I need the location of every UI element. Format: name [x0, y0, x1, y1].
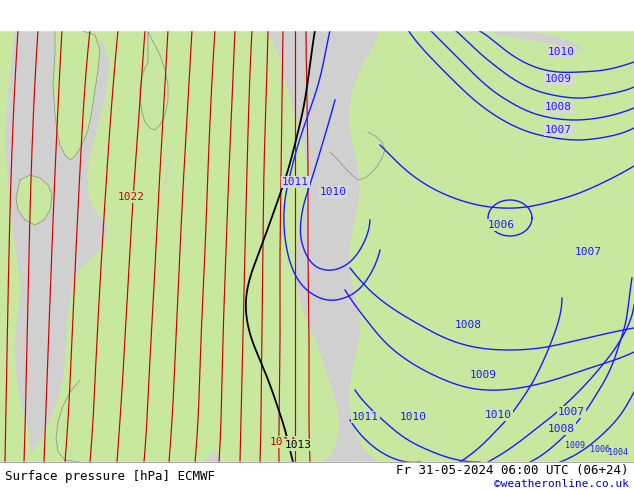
Text: ©weatheronline.co.uk: ©weatheronline.co.uk: [494, 479, 629, 489]
Text: 1009: 1009: [470, 370, 497, 380]
Polygon shape: [472, 30, 510, 80]
Text: 1010: 1010: [320, 187, 347, 197]
Bar: [0, 462, 634, 490]
Text: 1004: 1004: [608, 448, 628, 457]
Bar: [0, 30, 634, 462]
Text: 1011: 1011: [352, 412, 379, 422]
Polygon shape: [480, 30, 634, 160]
Polygon shape: [148, 32, 338, 462]
Text: 1010: 1010: [400, 412, 427, 422]
Text: 1007: 1007: [545, 125, 572, 135]
Polygon shape: [53, 30, 100, 160]
Polygon shape: [16, 175, 52, 225]
Text: 1014: 1014: [270, 437, 297, 447]
Text: 1010: 1010: [485, 410, 512, 420]
Text: 1007: 1007: [575, 247, 602, 257]
Text: 1009: 1009: [565, 441, 585, 450]
Text: 1008: 1008: [548, 424, 575, 434]
Bar: [0, 0, 634, 30]
Text: 1013: 1013: [285, 440, 312, 450]
Text: 1011: 1011: [282, 177, 309, 187]
Text: 1010: 1010: [548, 47, 575, 57]
Text: 1007: 1007: [558, 407, 585, 417]
Text: 1009: 1009: [545, 74, 572, 84]
Polygon shape: [0, 30, 30, 462]
Text: 1022: 1022: [118, 192, 145, 202]
Text: Fr 31-05-2024 06:00 UTC (06+24): Fr 31-05-2024 06:00 UTC (06+24): [396, 464, 629, 476]
Text: 1008: 1008: [455, 320, 482, 330]
Text: 1006: 1006: [488, 220, 515, 230]
Text: 1006: 1006: [590, 445, 610, 454]
Polygon shape: [350, 30, 634, 462]
Text: 1008: 1008: [545, 102, 572, 112]
Text: Surface pressure [hPa] ECMWF: Surface pressure [hPa] ECMWF: [5, 469, 215, 483]
Polygon shape: [25, 30, 215, 462]
